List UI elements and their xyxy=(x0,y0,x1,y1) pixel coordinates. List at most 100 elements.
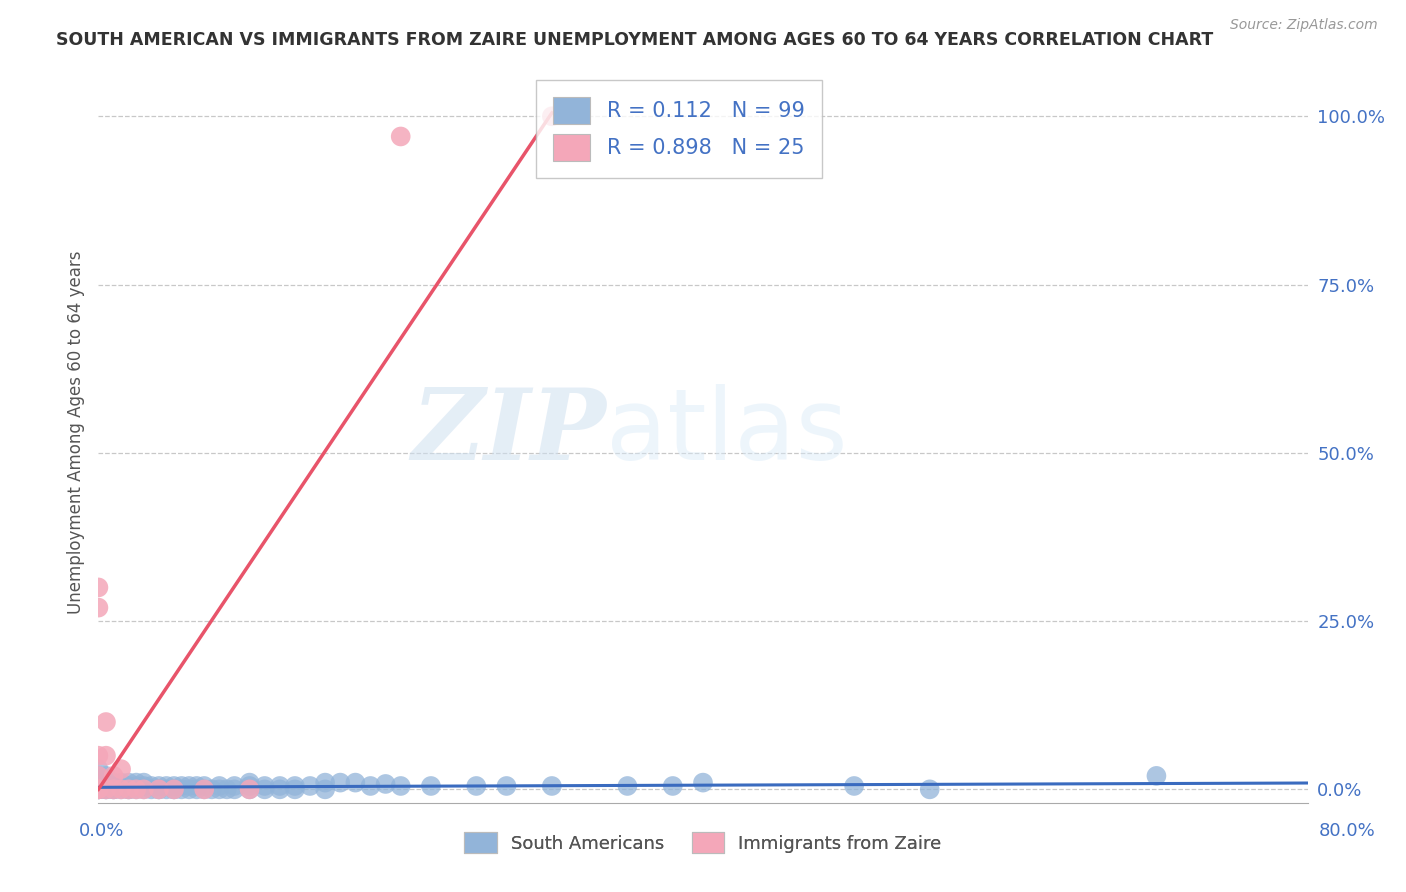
Point xyxy=(118,779,141,793)
Text: ZIP: ZIP xyxy=(412,384,606,481)
Point xyxy=(94,782,117,797)
Point xyxy=(132,779,155,793)
Point xyxy=(141,779,163,793)
Point xyxy=(94,748,117,763)
Text: atlas: atlas xyxy=(606,384,848,481)
Point xyxy=(103,782,125,797)
Point xyxy=(148,782,170,797)
Point xyxy=(94,782,117,797)
Point xyxy=(87,762,110,776)
Point xyxy=(110,782,132,797)
Point xyxy=(148,782,170,797)
Point xyxy=(87,782,110,797)
Point xyxy=(193,779,215,793)
Point xyxy=(87,581,110,595)
Point xyxy=(692,775,714,789)
Point xyxy=(170,782,193,797)
Point xyxy=(87,769,110,783)
Point xyxy=(163,779,186,793)
Point xyxy=(540,109,562,123)
Point xyxy=(1144,769,1167,783)
Point xyxy=(844,779,866,793)
Y-axis label: Unemployment Among Ages 60 to 64 years: Unemployment Among Ages 60 to 64 years xyxy=(66,251,84,615)
Point xyxy=(179,779,201,793)
Point xyxy=(103,782,125,797)
Point xyxy=(224,779,246,793)
Point xyxy=(103,775,125,789)
Point xyxy=(208,779,231,793)
Point xyxy=(661,779,683,793)
Point xyxy=(179,782,201,797)
Point xyxy=(118,775,141,789)
Point xyxy=(94,769,117,783)
Point xyxy=(420,779,443,793)
Point xyxy=(224,782,246,797)
Point xyxy=(186,782,208,797)
Point xyxy=(193,782,215,797)
Point xyxy=(239,775,262,789)
Point xyxy=(155,779,177,793)
Point xyxy=(389,779,412,793)
Text: 0.0%: 0.0% xyxy=(79,822,124,840)
Point xyxy=(94,714,117,729)
Point xyxy=(87,748,110,763)
Point xyxy=(269,782,291,797)
Point xyxy=(87,775,110,789)
Point xyxy=(344,775,367,789)
Point xyxy=(540,779,562,793)
Point xyxy=(201,782,224,797)
Point xyxy=(132,775,155,789)
Point xyxy=(132,782,155,797)
Point xyxy=(329,775,352,789)
Point xyxy=(284,779,307,793)
Text: Source: ZipAtlas.com: Source: ZipAtlas.com xyxy=(1230,18,1378,32)
Point xyxy=(103,769,125,783)
Point xyxy=(125,782,148,797)
Point xyxy=(87,600,110,615)
Point xyxy=(118,782,141,797)
Point xyxy=(163,782,186,797)
Point xyxy=(87,782,110,797)
Point xyxy=(155,782,177,797)
Point xyxy=(125,775,148,789)
Point xyxy=(208,782,231,797)
Point xyxy=(118,782,141,797)
Point xyxy=(94,782,117,797)
Point xyxy=(87,779,110,793)
Point xyxy=(616,779,638,793)
Point xyxy=(103,782,125,797)
Point xyxy=(110,762,132,776)
Point xyxy=(269,779,291,793)
Point xyxy=(215,782,238,797)
Point xyxy=(148,779,170,793)
Point xyxy=(141,782,163,797)
Point xyxy=(118,782,141,797)
Point xyxy=(110,779,132,793)
Point xyxy=(314,775,336,789)
Point xyxy=(125,779,148,793)
Point xyxy=(132,782,155,797)
Text: SOUTH AMERICAN VS IMMIGRANTS FROM ZAIRE UNEMPLOYMENT AMONG AGES 60 TO 64 YEARS C: SOUTH AMERICAN VS IMMIGRANTS FROM ZAIRE … xyxy=(56,31,1213,49)
Point xyxy=(87,782,110,797)
Point xyxy=(299,779,322,793)
Point xyxy=(87,782,110,797)
Point xyxy=(360,779,382,793)
Point xyxy=(253,782,276,797)
Point xyxy=(918,782,941,797)
Point xyxy=(163,782,186,797)
Legend: South Americans, Immigrants from Zaire: South Americans, Immigrants from Zaire xyxy=(457,825,949,861)
Point xyxy=(495,779,517,793)
Point xyxy=(94,779,117,793)
Point xyxy=(193,782,215,797)
Point xyxy=(239,782,262,797)
Point xyxy=(314,782,336,797)
Point xyxy=(110,782,132,797)
Point xyxy=(148,782,170,797)
Point xyxy=(87,772,110,787)
Point xyxy=(125,782,148,797)
Point xyxy=(170,779,193,793)
Point xyxy=(87,782,110,797)
Point xyxy=(239,782,262,797)
Point xyxy=(374,777,396,791)
Point xyxy=(103,779,125,793)
